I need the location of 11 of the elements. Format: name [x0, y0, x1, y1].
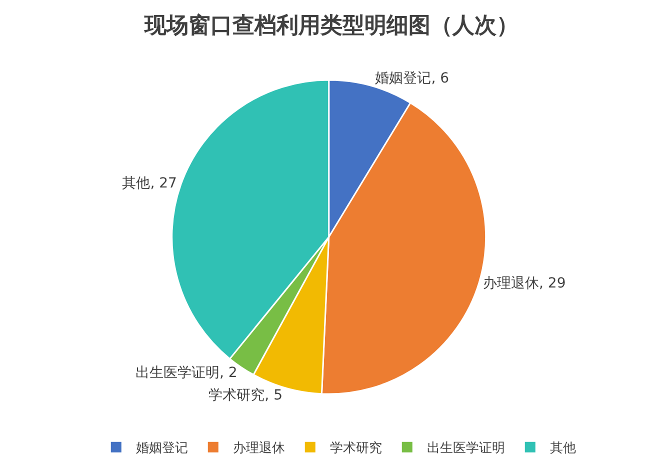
- legend-label: 学术研究: [330, 441, 382, 456]
- chart-title: 现场窗口查档利用类型明细图（人次）: [144, 12, 518, 39]
- category-label: 出生医学证明, 2: [135, 364, 238, 381]
- category-label: 学术研究, 5: [208, 388, 282, 404]
- category-label: 办理退休, 29: [483, 275, 566, 292]
- category-label: 其他, 27: [122, 176, 177, 192]
- legend-label: 婚姻登记: [136, 441, 188, 456]
- legend-label: 办理退休: [233, 441, 286, 456]
- legend-label: 其他: [550, 441, 576, 456]
- category-label: 婚姻登记, 6: [375, 70, 450, 86]
- legend-label: 出生医学证明: [427, 441, 506, 456]
